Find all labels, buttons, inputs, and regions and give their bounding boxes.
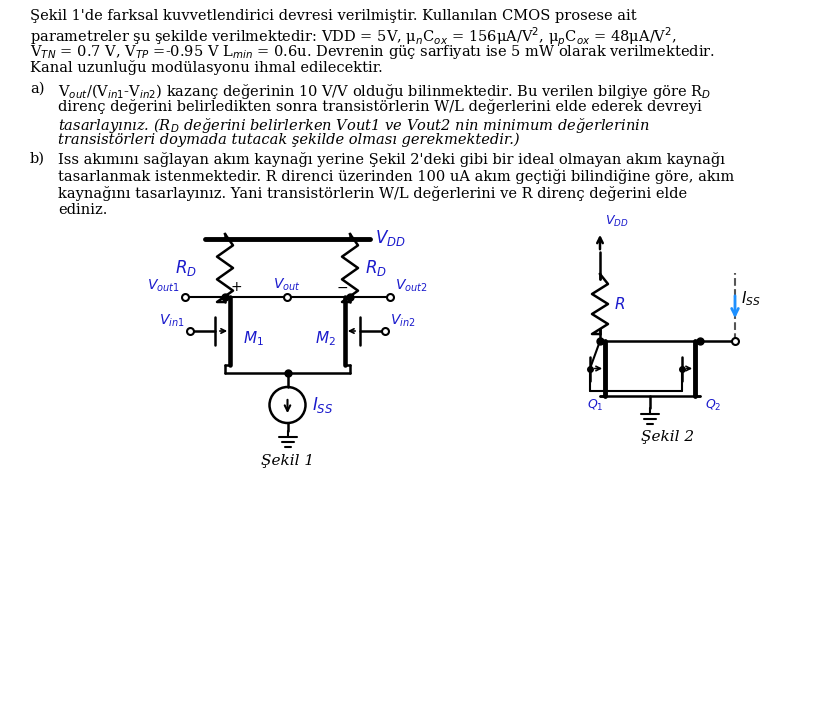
Text: $-$: $-$ [336, 280, 348, 294]
Text: Kanal uzunluğu modülasyonu ihmal edilecektir.: Kanal uzunluğu modülasyonu ihmal edilece… [30, 60, 383, 75]
Text: $M_2$: $M_2$ [315, 329, 336, 348]
Text: $I_{SS}$: $I_{SS}$ [312, 395, 334, 415]
Text: V$_{out}$/(V$_{in1}$-V$_{in2}$) kazanç değerinin 10 V/V olduğu bilinmektedir. Bu: V$_{out}$/(V$_{in1}$-V$_{in2}$) kazanç d… [58, 82, 711, 101]
Text: $V_{DD}$: $V_{DD}$ [375, 228, 406, 248]
Text: $V_{out}$: $V_{out}$ [273, 277, 301, 293]
Text: $Q_1$: $Q_1$ [587, 398, 603, 413]
Text: direnç değerini belirledikten sonra transistörlerin W/L değerlerini elde ederek : direnç değerini belirledikten sonra tran… [58, 99, 702, 114]
Text: $M_1$: $M_1$ [243, 329, 264, 348]
Text: $V_{in2}$: $V_{in2}$ [390, 313, 416, 329]
Text: $R_D$: $R_D$ [365, 258, 387, 278]
Text: tasarlanmak istenmektedir. R direnci üzerinden 100 uA akım geçtiği bilindiğine g: tasarlanmak istenmektedir. R direnci üze… [58, 169, 735, 184]
Text: $I_{SS}$: $I_{SS}$ [741, 290, 760, 308]
Text: a): a) [30, 82, 45, 96]
Text: tasarlayınız. (R$_D$ değerini belirlerken Vout1 ve Vout2 nin minimum değerlerini: tasarlayınız. (R$_D$ değerini belirlerke… [58, 116, 650, 135]
Text: V$_{TN}$ = 0.7 V, V$_{TP}$ =-0.95 V L$_{min}$ = 0.6u. Devrenin güç sarfiyatı ise: V$_{TN}$ = 0.7 V, V$_{TP}$ =-0.95 V L$_{… [30, 43, 715, 61]
Text: transistörleri doymada tutacak şekilde olması gerekmektedir.): transistörleri doymada tutacak şekilde o… [58, 133, 519, 148]
Text: $R$: $R$ [614, 296, 625, 312]
Text: parametreler şu şekilde verilmektedir: VDD = 5V, μ$_n$C$_{ox}$ = 156μA/V$^2$, μ$: parametreler şu şekilde verilmektedir: V… [30, 26, 677, 49]
Text: $V_{out2}$: $V_{out2}$ [395, 277, 428, 294]
Text: b): b) [30, 152, 45, 166]
Text: $R_D$: $R_D$ [175, 258, 197, 278]
Text: kaynağını tasarlayınız. Yani transistörlerin W/L değerlerini ve R direnç değerin: kaynağını tasarlayınız. Yani transistörl… [58, 186, 687, 201]
Text: Şekil 2: Şekil 2 [641, 430, 694, 444]
Text: Iss akımını sağlayan akım kaynağı yerine Şekil 2'deki gibi bir ideal olmayan akı: Iss akımını sağlayan akım kaynağı yerine… [58, 152, 725, 167]
Text: $+$: $+$ [230, 280, 242, 294]
Text: $V_{in1}$: $V_{in1}$ [160, 313, 185, 329]
Text: ediniz.: ediniz. [58, 203, 107, 217]
Text: $V_{out1}$: $V_{out1}$ [147, 277, 180, 294]
Text: Şekil 1'de farksal kuvvetlendirici devresi verilmiştir. Kullanılan CMOS prosese : Şekil 1'de farksal kuvvetlendirici devre… [30, 9, 637, 23]
Text: $Q_2$: $Q_2$ [705, 398, 721, 413]
Text: Şekil 1: Şekil 1 [261, 454, 314, 468]
Text: $V_{DD}$: $V_{DD}$ [605, 214, 628, 229]
